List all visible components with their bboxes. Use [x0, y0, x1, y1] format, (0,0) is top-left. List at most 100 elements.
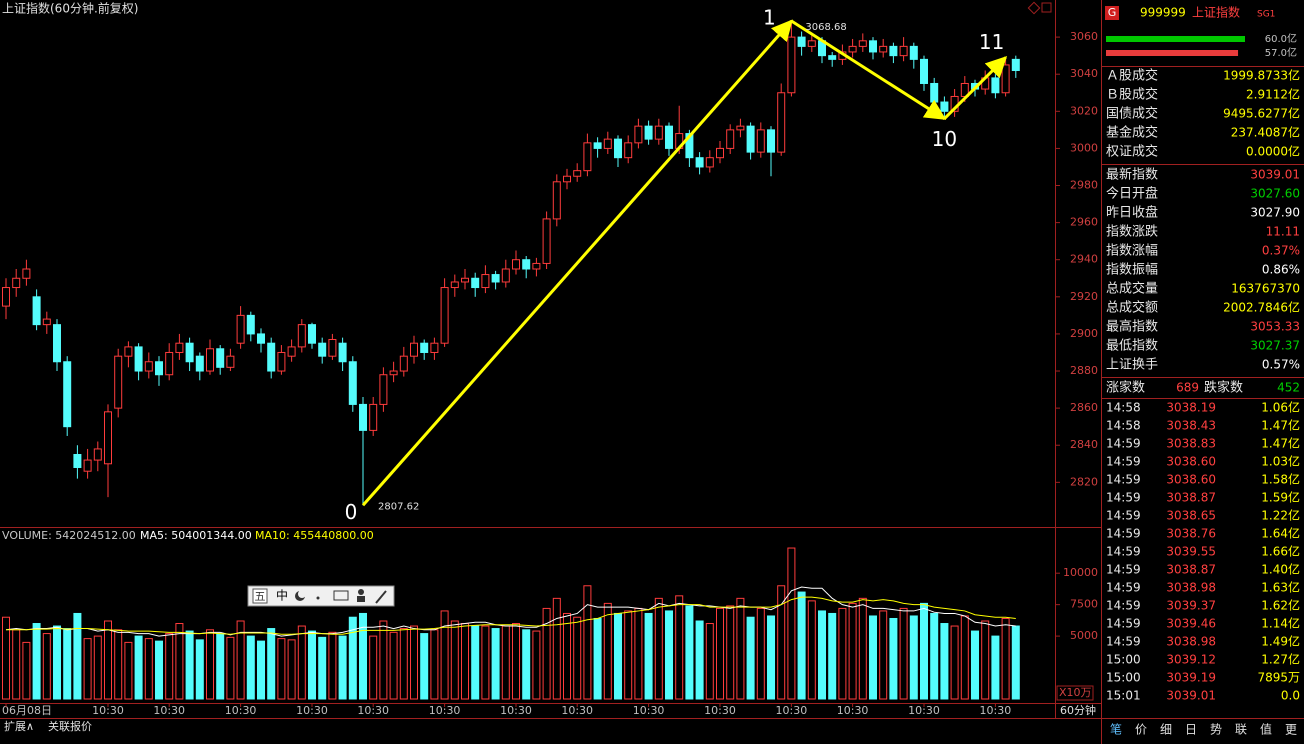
toolbar-icon[interactable]: [358, 589, 364, 595]
stat-label: 国债成交: [1106, 106, 1158, 122]
footer-tab[interactable]: 扩展∧: [4, 719, 34, 733]
tick-time: 14:59: [1106, 599, 1141, 613]
tick-price: 3038.60: [1166, 473, 1216, 487]
volume-bar: [226, 636, 235, 700]
volume-bar: [277, 638, 286, 700]
candle-body: [420, 342, 429, 353]
candle-body: [287, 346, 296, 357]
tick-volume: 1.47亿: [1261, 436, 1300, 451]
candle-body: [257, 333, 265, 344]
candle-body: [195, 355, 204, 372]
candle-body: [532, 262, 541, 270]
panel-tab[interactable]: 细: [1160, 723, 1172, 737]
panel-tab[interactable]: 笔: [1110, 722, 1122, 737]
volume-bar: [124, 641, 133, 700]
candle-body: [491, 274, 500, 283]
x-tick-label: 10:30: [908, 704, 940, 717]
tick-price: 3039.12: [1166, 653, 1216, 667]
stat-value: 163767370: [1231, 282, 1300, 296]
volume-bar: [308, 630, 316, 700]
volume-bar: [318, 636, 327, 700]
volume-bar: [909, 615, 918, 700]
toolbar-icon[interactable]: [333, 590, 349, 601]
volume-bar: [328, 631, 337, 700]
window-icon[interactable]: [1041, 2, 1052, 13]
toolbar-button[interactable]: [252, 588, 268, 604]
stat-label: 上证换手: [1106, 358, 1158, 373]
y-tick-label: 7500: [1070, 598, 1098, 611]
stat-value: 1999.8733亿: [1223, 68, 1300, 83]
toolbar-button[interactable]: 五: [255, 590, 266, 603]
x-tick-label: 10:30: [837, 704, 869, 717]
panel-tab[interactable]: 势: [1210, 723, 1222, 737]
candle-body: [359, 403, 367, 431]
volume-bar: [440, 610, 449, 700]
volume-bar: [807, 600, 816, 700]
window-icon[interactable]: [1027, 1, 1041, 15]
footer-tab[interactable]: 关联报价: [48, 719, 92, 733]
flow-label: 60.0亿: [1265, 32, 1297, 45]
volume-bar: [695, 620, 704, 700]
volume-bar: [155, 640, 163, 700]
ma-line: [5, 586, 1016, 637]
candle-body: [2, 287, 10, 307]
toolbar-icon[interactable]: [375, 590, 387, 604]
candle-body: [246, 314, 255, 335]
volume-bar: [379, 620, 388, 700]
stat-label: 总成交量: [1106, 281, 1158, 297]
panel-tab[interactable]: 联: [1235, 723, 1247, 737]
volume-bar: [665, 610, 673, 700]
volume-bar: [1011, 625, 1020, 700]
stat-value: 3027.60: [1250, 187, 1300, 201]
panel-tab[interactable]: 价: [1135, 723, 1147, 737]
toolbar-icon[interactable]: [316, 596, 320, 600]
y-tick-label: 2880: [1070, 364, 1098, 377]
candle-body: [593, 142, 602, 149]
tick-time: 14:59: [1106, 437, 1141, 451]
panel-tab[interactable]: 值: [1260, 722, 1272, 737]
candle-body: [226, 355, 235, 368]
stat-label: 基金成交: [1106, 125, 1158, 141]
volume-bar: [287, 639, 296, 700]
volume-bar: [991, 635, 1000, 700]
volume-bar: [246, 635, 255, 700]
volume-bar: [512, 623, 520, 700]
tick-time: 14:58: [1106, 419, 1141, 433]
candle-body: [236, 314, 245, 344]
candle-body: [83, 459, 92, 472]
tick-time: 14:59: [1106, 473, 1141, 487]
quote-code: 999999: [1140, 6, 1186, 20]
volume-bar: [93, 635, 102, 700]
candle-body: [155, 361, 163, 376]
panel-tab[interactable]: 日: [1185, 723, 1197, 737]
x-tick-label: 10:30: [357, 704, 389, 717]
volume-bar: [654, 597, 663, 700]
tick-time: 15:00: [1106, 671, 1141, 685]
candle-body: [369, 403, 378, 431]
candle-body: [889, 45, 898, 57]
candle-body: [777, 92, 786, 153]
volume-bar: [685, 605, 694, 700]
tick-volume: 1.59亿: [1261, 490, 1300, 505]
volume-bar: [257, 640, 265, 700]
panel-tab[interactable]: 更: [1285, 723, 1297, 737]
candle-body: [858, 40, 867, 47]
volume-bar: [206, 629, 214, 700]
stat-value: 0.37%: [1262, 244, 1300, 258]
candle-body: [573, 170, 582, 177]
candle-body: [869, 40, 877, 53]
toolbar-button[interactable]: 中: [276, 588, 288, 603]
tick-time: 14:59: [1106, 527, 1141, 541]
chart-title: 上证指数(60分钟.前复权): [2, 1, 138, 16]
candle-body: [12, 277, 21, 289]
stat-label: Ａ股成交: [1106, 68, 1158, 84]
candle-body: [22, 268, 31, 279]
stat-value: 3027.37: [1250, 339, 1300, 353]
candle-body: [1001, 64, 1010, 94]
y-tick-label: 2820: [1070, 475, 1098, 488]
volume-bar: [216, 633, 225, 700]
wave-label: 1: [763, 6, 776, 30]
volume-bar: [410, 625, 418, 700]
tick-price: 3038.83: [1166, 437, 1216, 451]
candle-body: [848, 45, 857, 53]
